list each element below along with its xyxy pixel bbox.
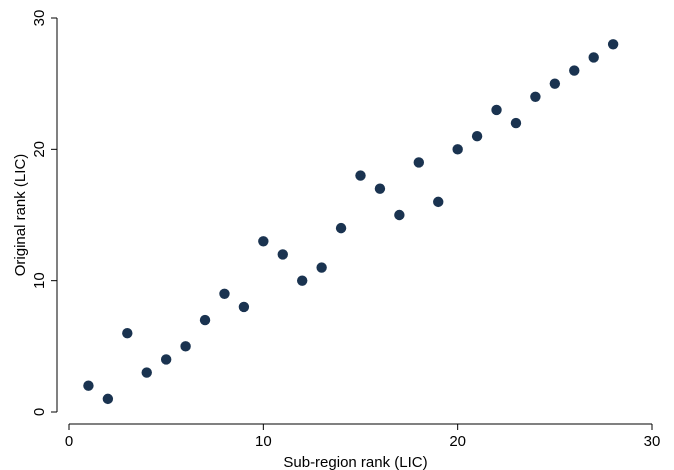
data-point xyxy=(569,65,580,76)
y-tick-label: 30 xyxy=(31,10,48,27)
data-point xyxy=(510,117,522,129)
data-point xyxy=(588,52,599,63)
data-point xyxy=(180,341,191,352)
data-point xyxy=(277,249,288,260)
data-point xyxy=(316,262,327,273)
data-point xyxy=(355,170,366,181)
axes: 0 10 20 30 0 10 20 30 xyxy=(31,10,660,450)
data-point xyxy=(219,288,230,299)
data-point xyxy=(199,314,211,326)
data-point xyxy=(394,209,405,221)
data-point xyxy=(530,91,541,103)
data-point xyxy=(549,78,561,89)
data-point xyxy=(258,236,269,247)
data-point xyxy=(83,380,94,391)
y-tick-label: 10 xyxy=(31,272,48,289)
data-point xyxy=(607,39,619,50)
data-point xyxy=(122,328,133,339)
y-tick-label: 0 xyxy=(31,408,48,416)
data-point xyxy=(238,301,250,313)
y-axis-title: Original rank (LIC) xyxy=(12,154,29,277)
data-point xyxy=(297,275,308,286)
x-tick-label: 20 xyxy=(449,433,466,450)
data-point xyxy=(374,183,386,194)
x-axis-title: Sub-region rank (LIC) xyxy=(283,454,427,470)
data-point xyxy=(102,393,114,405)
x-tick-label: 30 xyxy=(644,433,661,450)
data-point xyxy=(141,367,152,378)
y-tick-label: 20 xyxy=(31,141,48,158)
data-point xyxy=(335,222,347,234)
data-point xyxy=(471,131,483,142)
data-point xyxy=(452,144,463,155)
data-point xyxy=(413,157,424,168)
data-point xyxy=(160,354,172,365)
data-points xyxy=(83,39,619,405)
x-tick-label: 10 xyxy=(255,433,272,450)
data-point xyxy=(491,104,502,116)
x-tick-label: 0 xyxy=(65,433,73,450)
data-point xyxy=(433,196,444,208)
